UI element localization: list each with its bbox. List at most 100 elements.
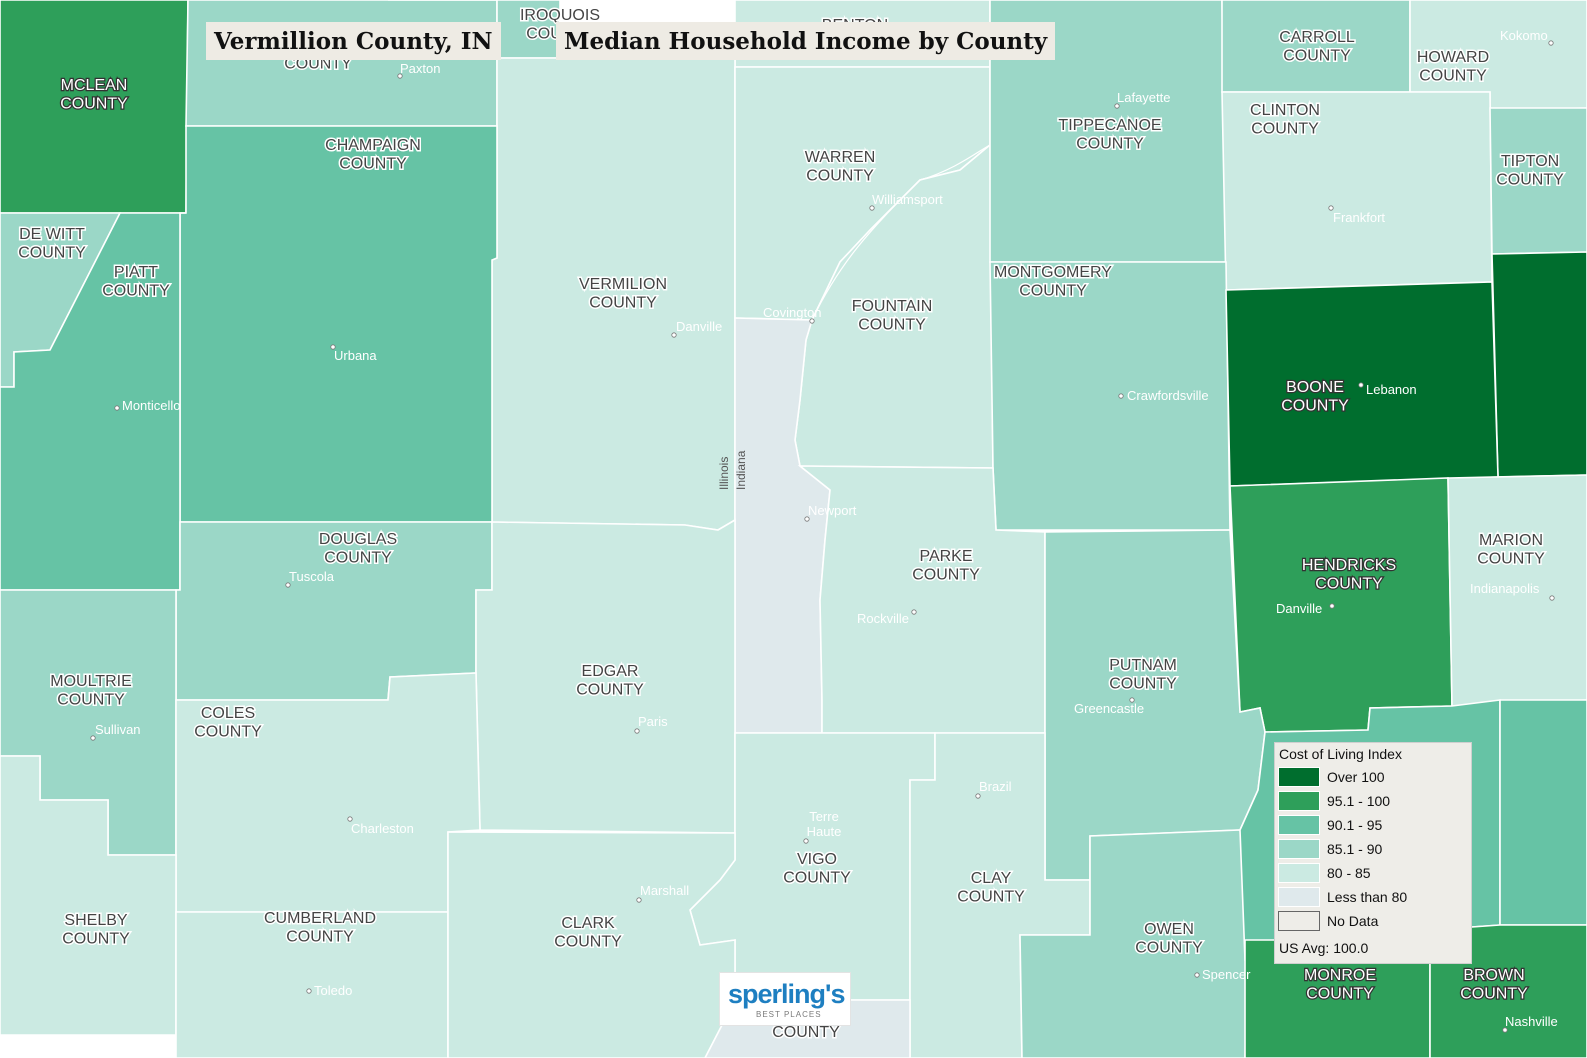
legend: Cost of Living Index Over 100 95.1 - 100… [1274, 742, 1472, 964]
city-marker: Greencastle [1074, 697, 1144, 716]
county-label: WARREN COUNTY [805, 149, 876, 184]
svg-text:Frankfort: Frankfort [1333, 210, 1385, 225]
legend-item: 80 - 85 [1278, 863, 1468, 885]
county-label: DOUGLAS COUNTY [319, 531, 397, 566]
county-tipton[interactable] [1489, 107, 1587, 255]
legend-item: Less than 80 [1278, 887, 1468, 909]
county-label: HOWARD COUNTY [1417, 49, 1489, 84]
city-marker: Newport [804, 503, 857, 522]
city-marker: Charleston [347, 816, 414, 836]
legend-swatch [1278, 791, 1320, 811]
city-marker: Paxton [397, 61, 440, 79]
legend-label: 95.1 - 100 [1327, 793, 1391, 809]
legend-title: Cost of Living Index [1279, 746, 1402, 762]
city-marker: Covington [763, 305, 822, 324]
svg-text:Urbana: Urbana [334, 348, 377, 363]
svg-text:Brazil: Brazil [979, 779, 1012, 794]
city-marker: Nashville [1502, 1014, 1558, 1033]
city-marker: Rockville [857, 609, 917, 626]
city-marker: Tuscola [285, 569, 335, 588]
state-label-indiana: Indiana [734, 450, 748, 490]
county-label: FOUNTAIN COUNTY [852, 298, 933, 333]
map-subtitle: Median Household Income by County [556, 22, 1056, 60]
county-hamilton[interactable] [1491, 251, 1587, 478]
sperlings-logo[interactable]: sperling's BEST PLACES [719, 972, 851, 1026]
legend-swatch [1278, 911, 1320, 931]
svg-text:Paris: Paris [638, 714, 668, 729]
legend-swatch [1278, 767, 1320, 787]
city-marker: Paris [634, 714, 668, 734]
county-hendricks[interactable] [1229, 477, 1453, 733]
city-marker: Kokomo [1500, 28, 1554, 46]
county-cumberland[interactable] [175, 911, 449, 1058]
legend-item: No Data [1278, 911, 1468, 933]
city-marker: Brazil [975, 779, 1012, 799]
county-shelby[interactable] [0, 755, 177, 1036]
county-label: BROWN COUNTY [1460, 967, 1528, 1002]
county-label: CLAY COUNTY [957, 870, 1025, 905]
county-label: CUMBERLAND COUNTY [264, 910, 376, 945]
legend-label: No Data [1327, 913, 1379, 929]
legend-swatch [1278, 839, 1320, 859]
county-label: COLES COUNTY [194, 705, 262, 740]
svg-text:Williamsport: Williamsport [872, 192, 943, 207]
legend-label: Over 100 [1327, 769, 1385, 785]
county-label: PARKE COUNTY [912, 548, 980, 583]
city-marker: Sullivan [90, 722, 141, 741]
svg-text:Tuscola: Tuscola [289, 569, 335, 584]
svg-text:Rockville: Rockville [857, 611, 909, 626]
svg-text:Lebanon: Lebanon [1366, 382, 1417, 397]
svg-text:Nashville: Nashville [1505, 1014, 1558, 1029]
legend-swatch [1278, 887, 1320, 907]
legend-item: 85.1 - 90 [1278, 839, 1468, 861]
county-label: TIPPECANOE COUNTY [1058, 117, 1161, 152]
city-marker: Monticello [114, 398, 181, 413]
svg-text:Spencer: Spencer [1202, 967, 1251, 982]
city-marker: Terre Haute [803, 809, 842, 844]
svg-text:Crawfordsville: Crawfordsville [1127, 388, 1209, 403]
logo-brand: sperling's [728, 979, 845, 1009]
county-label: HENDRICKS COUNTY [1302, 557, 1396, 592]
county-edgar[interactable] [475, 518, 736, 834]
county-label: MOULTRIE COUNTY [50, 673, 131, 708]
legend-footer: US Avg: 100.0 [1279, 940, 1369, 956]
county-champaign[interactable] [179, 125, 498, 523]
state-label-illinois: Illinois [717, 457, 731, 490]
county-carroll[interactable] [1221, 0, 1411, 93]
svg-text:Lafayette: Lafayette [1117, 90, 1171, 105]
city-marker: Williamsport [869, 192, 943, 211]
county-label: CARROLL COUNTY [1279, 29, 1355, 64]
svg-text:Monticello: Monticello [122, 398, 181, 413]
svg-text:Covington: Covington [763, 305, 822, 320]
city-marker: Frankfort [1328, 205, 1385, 225]
legend-item: Over 100 [1278, 767, 1468, 789]
county-johnson[interactable] [1499, 699, 1587, 926]
county-marion[interactable] [1447, 474, 1587, 707]
county-label: PUTNAM COUNTY [1109, 657, 1177, 692]
county-label: CLARK COUNTY [554, 915, 622, 950]
city-marker: Urbana [330, 344, 377, 363]
svg-text:Charleston: Charleston [351, 821, 414, 836]
county-label: MARION COUNTY [1477, 532, 1545, 567]
legend-label: 90.1 - 95 [1327, 817, 1383, 833]
svg-text:Newport: Newport [808, 503, 857, 518]
svg-text:Marshall: Marshall [640, 883, 689, 898]
svg-text:Danville: Danville [676, 319, 722, 334]
city-marker: Danville [671, 319, 722, 338]
county-label: MONROE COUNTY [1304, 967, 1376, 1002]
county-piatt[interactable] [0, 212, 186, 591]
county-label: EDGAR COUNTY [576, 663, 644, 698]
county-clark[interactable] [447, 831, 736, 1058]
svg-text:Paxton: Paxton [400, 61, 440, 76]
county-montgomery[interactable] [989, 261, 1231, 531]
city-marker: Crawfordsville [1118, 388, 1209, 403]
county-label: CLINTON COUNTY [1250, 102, 1320, 137]
legend-label: 80 - 85 [1327, 865, 1371, 881]
city-marker: Lebanon [1358, 382, 1417, 397]
county-label: TIPTON COUNTY [1496, 153, 1564, 188]
county-label: DE WITT COUNTY [18, 226, 86, 261]
county-label: VERMILION COUNTY [579, 276, 667, 311]
